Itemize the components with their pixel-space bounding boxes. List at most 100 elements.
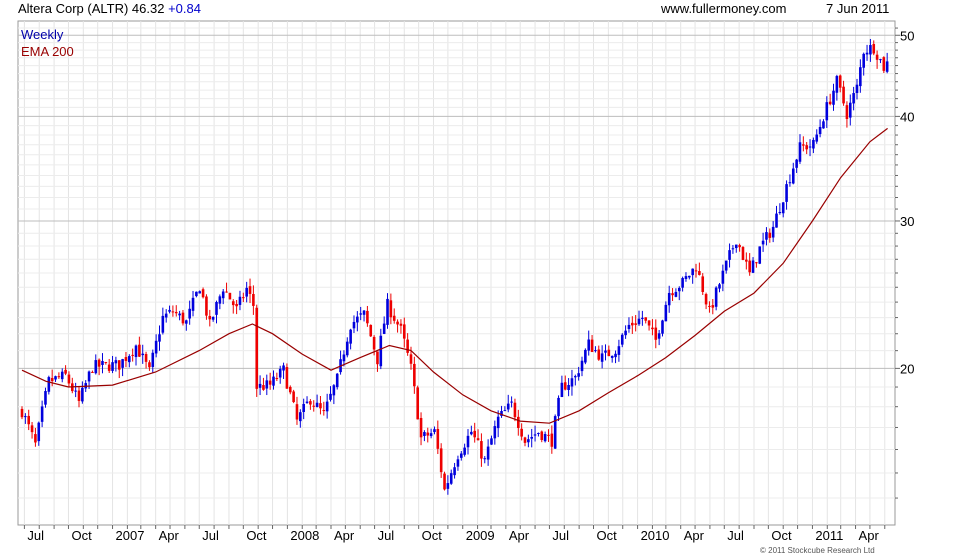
candle-down bbox=[369, 324, 373, 337]
candle-down bbox=[872, 44, 876, 54]
candle-up bbox=[567, 384, 570, 391]
candle-up bbox=[315, 402, 319, 407]
candle-up bbox=[191, 297, 195, 311]
candle-up bbox=[195, 291, 198, 297]
candle-up bbox=[721, 270, 725, 284]
x-tick-label: 2008 bbox=[290, 528, 319, 543]
candle-up bbox=[493, 426, 497, 439]
candle-down bbox=[654, 327, 658, 340]
candle-down bbox=[436, 428, 440, 449]
candle-up bbox=[332, 385, 336, 396]
candle-up bbox=[158, 334, 161, 342]
candle-up bbox=[345, 341, 349, 356]
x-tick-label: Oct bbox=[71, 528, 92, 543]
candle-up bbox=[456, 459, 460, 467]
candle-up bbox=[543, 434, 547, 442]
candle-up bbox=[453, 467, 456, 476]
candle-down bbox=[309, 401, 312, 405]
candle-down bbox=[838, 75, 842, 88]
candle-down bbox=[402, 324, 406, 339]
candle-down bbox=[480, 441, 483, 459]
candle-up bbox=[429, 433, 433, 437]
candle-down bbox=[292, 391, 295, 403]
candle-up bbox=[657, 333, 661, 339]
candle-down bbox=[647, 320, 651, 326]
candle-down bbox=[516, 416, 520, 428]
candle-down bbox=[366, 310, 369, 324]
x-tick-labels: Jul Oct 2007 Apr Jul Oct 2008 Apr Jul Oct 2009 Apr J… bbox=[27, 528, 879, 543]
candle-up bbox=[557, 397, 560, 417]
candle-up bbox=[151, 352, 155, 367]
candle-up bbox=[724, 260, 728, 271]
candle-down bbox=[131, 354, 134, 356]
y-tick-label: 20 bbox=[900, 361, 914, 376]
candle-up bbox=[449, 473, 453, 484]
candle-up bbox=[87, 371, 91, 382]
candle-down bbox=[144, 354, 148, 362]
legend-period: Weekly bbox=[21, 27, 64, 42]
candle-down bbox=[651, 327, 654, 330]
candle-up bbox=[265, 380, 269, 389]
candle-up bbox=[342, 354, 346, 362]
candle-down bbox=[262, 385, 265, 390]
candle-up bbox=[40, 406, 44, 422]
candle-down bbox=[77, 390, 81, 401]
candle-down bbox=[235, 303, 238, 307]
candle-up bbox=[356, 316, 359, 323]
candle-down bbox=[268, 380, 272, 385]
candle-down bbox=[255, 307, 259, 389]
candle-up bbox=[54, 376, 57, 380]
candle-up bbox=[661, 320, 664, 334]
candle-down bbox=[738, 245, 741, 248]
x-tick-label: Apr bbox=[334, 528, 355, 543]
candle-down bbox=[275, 377, 279, 379]
candle-down bbox=[416, 387, 419, 420]
candle-up bbox=[812, 139, 815, 149]
candle-up bbox=[594, 350, 597, 352]
site-link[interactable]: www.fullermoney.com bbox=[661, 1, 787, 16]
x-tick-label: Oct bbox=[246, 528, 267, 543]
candle-down bbox=[30, 425, 34, 433]
candle-up bbox=[614, 353, 617, 358]
candle-down bbox=[540, 431, 544, 440]
candle-up bbox=[617, 346, 621, 355]
x-tick-label: Apr bbox=[859, 528, 880, 543]
candle-up bbox=[258, 383, 262, 388]
candle-up bbox=[798, 142, 802, 162]
candle-up bbox=[688, 275, 691, 278]
candle-up bbox=[761, 240, 765, 245]
candle-up bbox=[161, 315, 165, 333]
candle-up bbox=[537, 432, 540, 434]
price-change: +0.84 bbox=[168, 1, 201, 16]
candle-up bbox=[506, 403, 510, 410]
candle-up bbox=[835, 76, 839, 93]
candle-up bbox=[664, 304, 668, 322]
candle-up bbox=[577, 373, 580, 377]
candle-down bbox=[252, 293, 255, 306]
candle-down bbox=[124, 357, 128, 361]
candle-up bbox=[305, 401, 309, 403]
candle-down bbox=[322, 410, 326, 412]
candle-up bbox=[423, 432, 426, 436]
candle-up bbox=[684, 276, 688, 279]
candle-up bbox=[470, 431, 473, 435]
candle-up bbox=[74, 390, 77, 392]
candle-up bbox=[818, 126, 822, 135]
x-tick-label: Jul bbox=[27, 528, 44, 543]
candle-down bbox=[473, 430, 477, 438]
candle-up bbox=[215, 302, 218, 315]
candle-up bbox=[765, 232, 768, 240]
candle-up bbox=[379, 335, 383, 367]
candle-up bbox=[44, 391, 47, 405]
y-tick-label: 50 bbox=[900, 28, 914, 43]
candle-down bbox=[295, 404, 299, 420]
candle-down bbox=[745, 259, 748, 262]
candle-up bbox=[60, 371, 64, 380]
y-tick-label: 40 bbox=[900, 109, 914, 124]
x-tick-label: Jul bbox=[378, 528, 395, 543]
candle-up bbox=[869, 45, 872, 55]
candle-up bbox=[832, 90, 835, 105]
candle-up bbox=[500, 411, 503, 416]
candle-up bbox=[218, 296, 222, 304]
y-tick-label: 30 bbox=[900, 214, 914, 229]
